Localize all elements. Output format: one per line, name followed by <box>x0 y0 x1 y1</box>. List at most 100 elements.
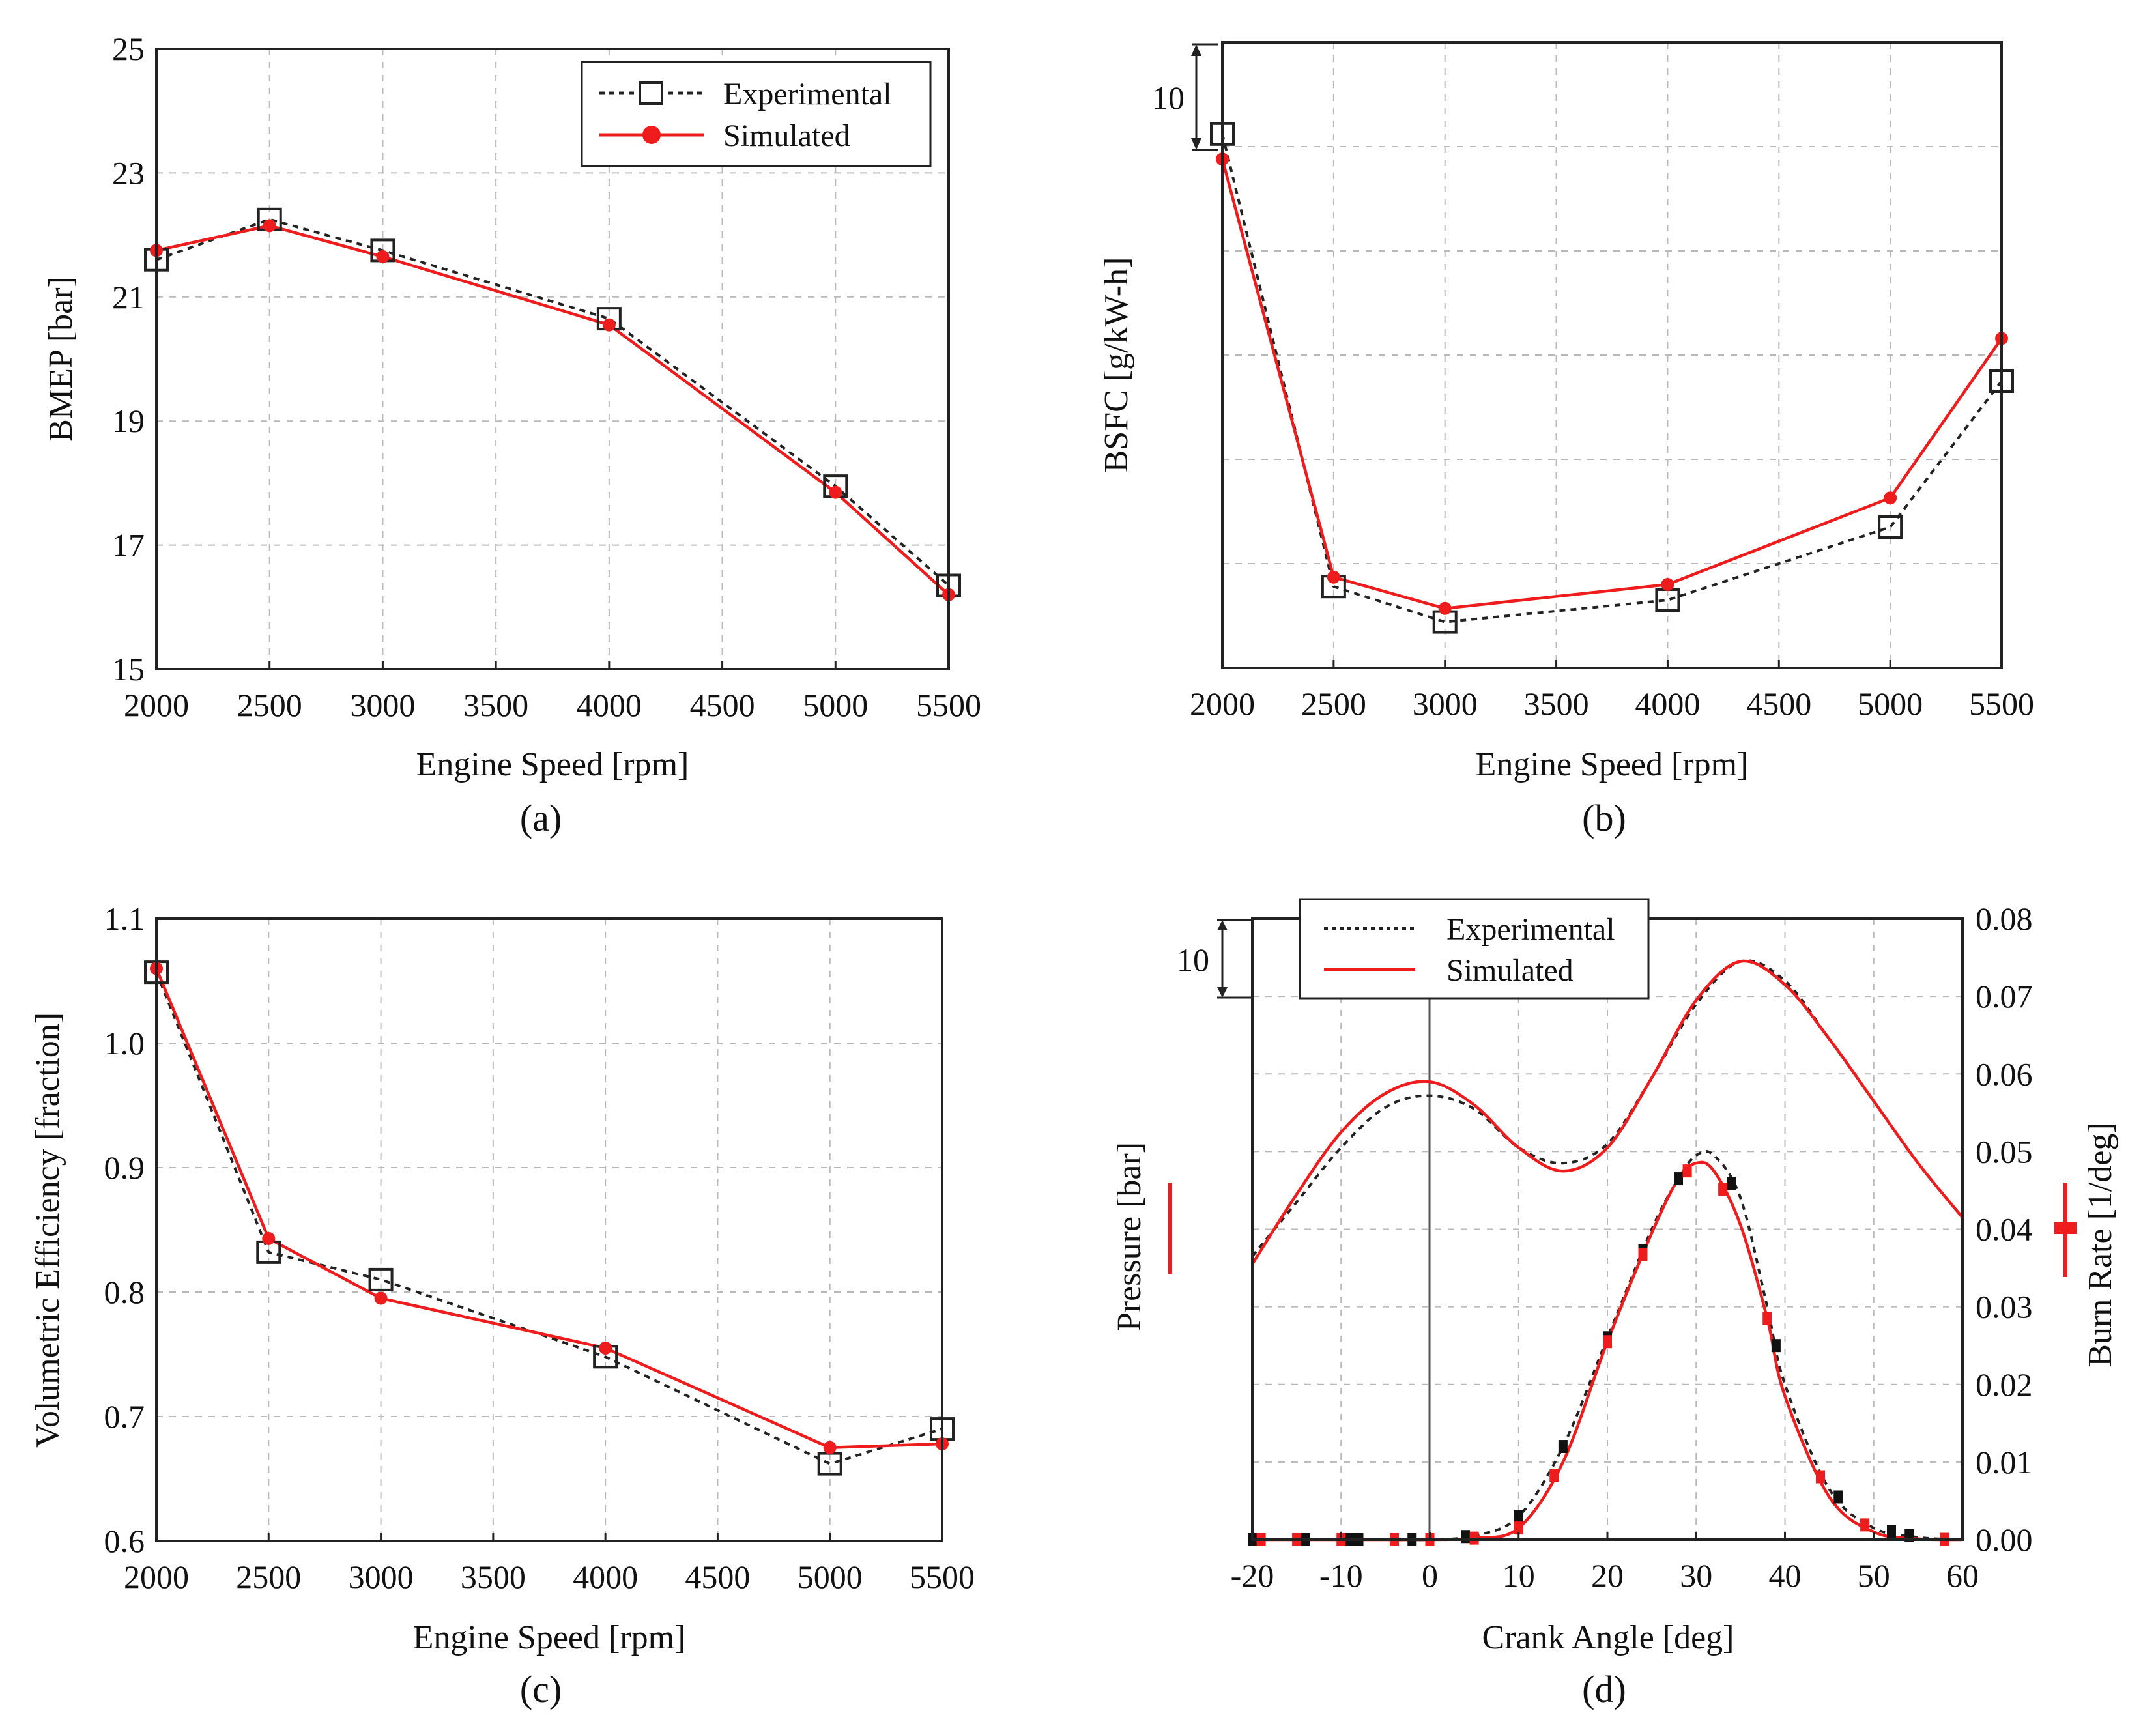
chart-c-simulated-line <box>154 968 943 1450</box>
x-tick-label: 2000 <box>124 1559 189 1595</box>
chart-c: 2000 2500 3000 3500 4000 4500 5000 5500 0.6 0.7 0.… <box>29 900 975 1710</box>
y2-tick-label: 0.01 <box>1976 1444 2033 1480</box>
x-tick-label: 4000 <box>573 1559 638 1595</box>
x-tick-label: 60 <box>1946 1557 1979 1594</box>
y2-tick-label: 0.08 <box>1976 900 2033 937</box>
x-tick-label: 5500 <box>916 687 981 723</box>
chart-a-grid <box>156 49 949 669</box>
y-tick-label: 23 <box>112 154 145 191</box>
chart-c-panel-label: (c) <box>520 1668 562 1710</box>
x-tick-label: 2500 <box>237 687 302 723</box>
x-tick-label: 30 <box>1680 1557 1712 1594</box>
x-tick-label: 3000 <box>350 687 415 723</box>
x-tick-label: 5000 <box>798 1559 863 1595</box>
chart-d-burn-experimental-marker <box>1833 1490 1843 1504</box>
chart-d-burn-simulated-marker <box>1762 1312 1772 1325</box>
y-tick-label: 25 <box>112 31 145 67</box>
chart-b-simulated-line <box>1220 158 2003 611</box>
y-tick-label: 19 <box>112 403 145 439</box>
chart-d-burn-simulated-marker <box>1718 1182 1728 1196</box>
y-tick-label: 0.6 <box>104 1523 145 1559</box>
chart-d-pressure-experimental-line <box>1251 959 1964 1258</box>
chart-a: 2000 2500 3000 3500 4000 4500 5000 5500 15 17 19 21… <box>42 31 981 839</box>
chart-c-series <box>144 960 955 1476</box>
x-tick-label: 3000 <box>349 1559 414 1595</box>
x-tick-label: 3000 <box>1413 685 1478 722</box>
legend-d-experimental-text: Experimental <box>1446 912 1615 947</box>
chart-d-burn-experimental-marker <box>1727 1177 1736 1191</box>
chart-b-y-axis-label: BSFC [g/kW-h] <box>1098 257 1135 473</box>
chart-d-x-axis-label: Crank Angle [deg] <box>1482 1619 1734 1656</box>
x-tick-label: 40 <box>1769 1557 1802 1594</box>
y-tick-label: 1.0 <box>104 1025 145 1061</box>
y2-tick-label: 0.06 <box>1976 1056 2033 1092</box>
chart-b-scale-bar-label: 10 <box>1152 79 1185 116</box>
chart-d-burn-simulated-marker <box>1638 1248 1648 1261</box>
chart-d-burn-rate-series-key <box>2054 1183 2077 1277</box>
x-tick-label: 5500 <box>1969 685 2034 722</box>
chart-d-burn-simulated-marker <box>1682 1164 1692 1178</box>
chart-a-simulated-line <box>156 224 950 596</box>
chart-b-simulated-point <box>1327 570 1340 584</box>
chart-b-simulated-point <box>1661 578 1674 591</box>
x-tick-label: 2500 <box>236 1559 301 1595</box>
chart-a-x-axis-label: Engine Speed [rpm] <box>416 746 689 783</box>
chart-d-burn-experimental-marker <box>1887 1525 1896 1538</box>
chart-d-scale-bar: 10 <box>1177 919 1251 999</box>
y2-tick-label: 0.07 <box>1976 978 2033 1014</box>
legend-experimental-text: Experimental <box>723 77 892 111</box>
chart-a-simulated-point <box>829 485 842 499</box>
y-tick-label: 1.1 <box>104 900 145 937</box>
x-tick-label: 4000 <box>1635 685 1700 722</box>
x-tick-label: -20 <box>1231 1557 1274 1594</box>
legend-simulated-text: Simulated <box>723 119 850 153</box>
x-tick-label: 4500 <box>1746 685 1811 722</box>
chart-a-plot-frame <box>155 48 950 670</box>
chart-c-x-axis-label: Engine Speed [rpm] <box>413 1619 686 1656</box>
chart-b-simulated-point <box>1438 601 1452 615</box>
chart-d-series <box>1248 959 1964 1546</box>
chart-b-plot-frame <box>1221 41 2003 669</box>
chart-d-pressure-simulated-line <box>1251 959 1964 1265</box>
chart-a-simulated-point <box>376 250 390 263</box>
x-tick-label: 5500 <box>910 1559 975 1595</box>
chart-d: -20 -10 0 10 20 30 40 50 600.00 0.01 0.02 0.03 0.04 0… <box>1111 898 2119 1710</box>
chart-d-ticks: -20 -10 0 10 20 30 40 50 600.00 0.01 0.02 0.03 0.04 0… <box>1231 900 2033 1594</box>
legend-d-simulated-text: Simulated <box>1446 953 1574 988</box>
x-tick-label: 3500 <box>463 687 528 723</box>
y-tick-label: 21 <box>112 279 145 315</box>
y-tick-label: 0.7 <box>104 1398 145 1435</box>
chart-b: 2000 2500 3000 3500 4000 4500 5000 5500 10 Engi… <box>1098 41 2034 839</box>
chart-d-scale-bar-label: 10 <box>1177 942 1209 978</box>
chart-a-simulated-point <box>263 219 276 233</box>
chart-b-panel-label: (b) <box>1582 797 1626 839</box>
chart-d-burn-simulated-marker <box>1816 1470 1825 1484</box>
chart-b-experimental-point <box>1878 515 1903 539</box>
chart-d-burn-experimental-marker <box>1558 1440 1568 1454</box>
chart-d-burn-experimental-marker <box>1461 1530 1470 1544</box>
x-tick-label: 2000 <box>124 687 189 723</box>
x-tick-label: 0 <box>1422 1557 1438 1594</box>
chart-d-legend: Experimental Simulated <box>1299 898 1650 1000</box>
x-tick-label: 2500 <box>1301 685 1366 722</box>
chart-a-experimental-line <box>156 218 950 587</box>
y2-tick-label: 0.02 <box>1976 1366 2033 1403</box>
x-tick-label: 5000 <box>803 687 868 723</box>
y-tick-label: 0.8 <box>104 1274 145 1310</box>
x-tick-label: 4000 <box>577 687 642 723</box>
y2-tick-label: 0.04 <box>1976 1211 2033 1248</box>
x-tick-label: 2000 <box>1190 685 1255 722</box>
chart-a-series <box>144 207 961 601</box>
legend-simulated-marker <box>642 126 661 144</box>
chart-c-experimental-line <box>155 971 943 1465</box>
x-tick-label: 20 <box>1591 1557 1624 1594</box>
y-tick-label: 15 <box>112 651 145 687</box>
chart-d-grid <box>1252 919 1962 1540</box>
chart-c-experimental-point <box>368 1267 394 1291</box>
chart-d-burn-simulated-marker <box>1603 1335 1612 1349</box>
y2-tick-label: 0.00 <box>1976 1521 2033 1558</box>
legend-experimental-marker <box>639 81 663 105</box>
chart-a-y-axis-label: BMEP [bar] <box>42 276 79 442</box>
chart-d-burn-simulated-marker <box>1514 1521 1523 1535</box>
